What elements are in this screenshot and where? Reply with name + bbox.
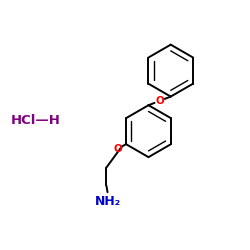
Text: NH₂: NH₂ xyxy=(94,195,120,208)
Text: O: O xyxy=(113,144,122,154)
Text: O: O xyxy=(155,96,164,106)
Text: HCl—H: HCl—H xyxy=(11,114,61,126)
